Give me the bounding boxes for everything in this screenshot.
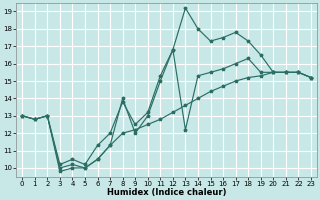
X-axis label: Humidex (Indice chaleur): Humidex (Indice chaleur)	[107, 188, 226, 197]
